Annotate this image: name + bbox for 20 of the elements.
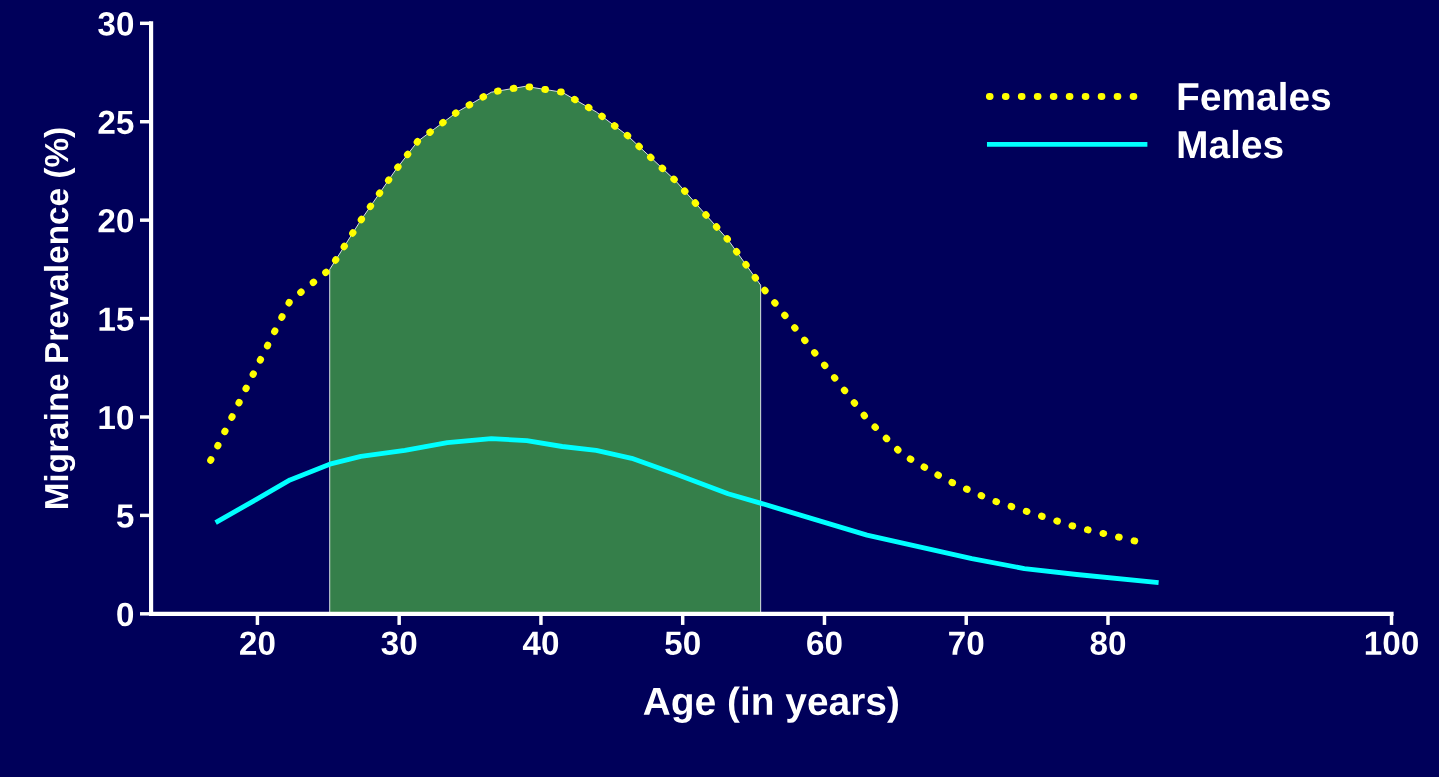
- y-tick-label: 15: [99, 307, 134, 331]
- y-tick-label: 20: [98, 208, 134, 233]
- x-tick-label: 60: [807, 631, 842, 655]
- y-tick-label: 5: [116, 504, 134, 528]
- y-tick-label: 30: [98, 12, 134, 36]
- y-tick-label: 10: [99, 405, 134, 430]
- x-tick-label: 100: [1365, 631, 1418, 655]
- legend-label: Females: [1178, 81, 1331, 111]
- x-tick-label: 80: [1090, 631, 1126, 655]
- x-tick-label: 30: [381, 631, 417, 656]
- legend-label: Males: [1178, 129, 1283, 159]
- x-tick-label: 20: [240, 631, 275, 655]
- x-tick-label: 50: [665, 631, 700, 655]
- line-series: [215, 436, 1159, 585]
- y-axis-title: Migraine Prevalence (%): [43, 128, 76, 509]
- y-tick-label: 0: [117, 602, 134, 627]
- y-tick-label: 25: [98, 110, 134, 135]
- x-tick-label: 40: [522, 631, 559, 655]
- x-axis-title: Age (in years): [643, 686, 898, 723]
- x-tick-label: 70: [949, 631, 984, 655]
